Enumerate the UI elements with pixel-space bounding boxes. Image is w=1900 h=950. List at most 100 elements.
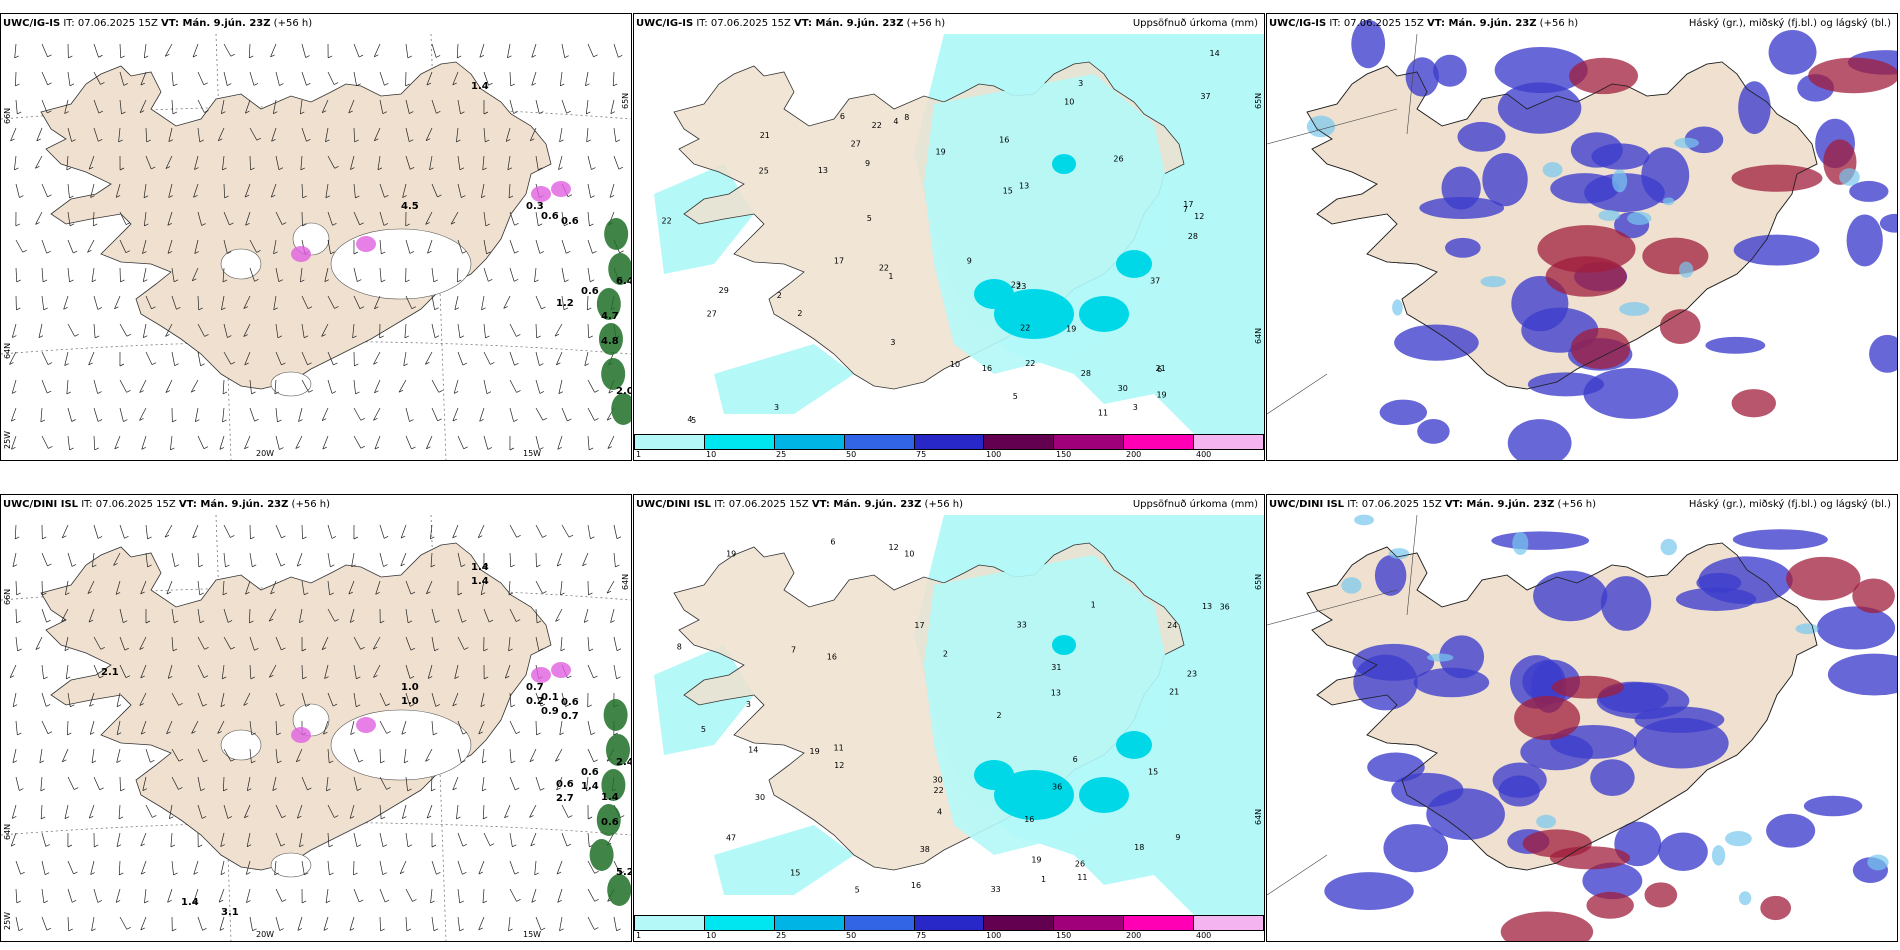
- colorbar-swatch: [774, 435, 845, 449]
- precip-value: 33: [991, 885, 1001, 894]
- cloud-low: [1711, 845, 1726, 866]
- precip-value: 2: [943, 649, 948, 658]
- colorbar-swatch: [1054, 435, 1125, 449]
- colorbar-swatch: [844, 916, 915, 930]
- colorbar-swatch: [844, 435, 915, 449]
- latitude-label-right: 65N: [621, 92, 630, 109]
- precip-value: 6: [1073, 755, 1078, 764]
- precip-value: 1.0: [401, 696, 419, 707]
- precip-value: 2: [777, 291, 782, 300]
- valid-time: VT: Mán. 9.jún. 23Z: [794, 18, 904, 29]
- precip-area-heavy: [1079, 296, 1129, 332]
- cloud-mid: [1491, 531, 1590, 550]
- precip-value: 0.7: [561, 711, 579, 722]
- latitude-label-right: 65N: [1254, 92, 1263, 109]
- precip-blob: [598, 323, 623, 355]
- precip-blob: [596, 288, 621, 320]
- precip-value: 16: [982, 364, 992, 373]
- precip-blob: [604, 218, 629, 250]
- precip-area-heavy: [994, 289, 1074, 339]
- cloud-low: [1839, 168, 1860, 186]
- precip-value: 21: [1169, 687, 1179, 696]
- cloud-mid: [1869, 334, 1897, 373]
- precip-value: 26: [1075, 859, 1085, 868]
- cloud-high: [1760, 895, 1792, 921]
- cloud-mid: [1879, 213, 1897, 233]
- cloud-mid: [1482, 152, 1528, 207]
- cloud-low: [1427, 653, 1454, 662]
- cloud-mid: [1584, 173, 1665, 213]
- precip-value: 17: [1183, 200, 1193, 209]
- precip-value: 19: [936, 147, 946, 156]
- panel-title: UWC/IG-IS IT: 07.06.2025 15Z VT: Mán. 9.…: [3, 18, 312, 29]
- cloud-low: [1674, 137, 1699, 149]
- cloud-low: [1660, 538, 1677, 556]
- precip-value: 2.4: [616, 757, 631, 768]
- colorbar-tick-label: 100: [986, 450, 1002, 459]
- valid-time: VT: Mán. 9.jún. 23Z: [811, 499, 922, 510]
- valid-time: VT: Mán. 9.jún. 23Z: [161, 18, 271, 29]
- precip-value: 1: [888, 272, 893, 281]
- valid-time: VT: Mán. 9.jún. 23Z: [1444, 499, 1555, 510]
- precip-value: 4.8: [601, 336, 619, 347]
- init-time: IT: 07.06.2025 15Z: [78, 499, 179, 510]
- colorbar-swatch: [914, 916, 985, 930]
- precip-value: 1.4: [581, 781, 599, 792]
- precip-value: 27: [851, 140, 861, 149]
- precip-value: 2: [997, 711, 1002, 720]
- precip-value: 15: [1003, 186, 1013, 195]
- precip-value: 9: [967, 257, 972, 266]
- cloud-high: [1570, 327, 1631, 370]
- precip-value: 2.0: [616, 386, 631, 397]
- model-name: UWC/IG-IS: [636, 18, 694, 29]
- precip-value: 1.4: [181, 897, 199, 908]
- precip-value: 26: [1113, 155, 1123, 164]
- precip-value: 11: [834, 743, 844, 752]
- precip-area-heavy: [994, 770, 1074, 820]
- precip-value: 19: [1031, 855, 1041, 864]
- precip-value: 30: [1118, 384, 1128, 393]
- colorbar-tick-label: 150: [1056, 931, 1072, 940]
- precip-value: 8: [677, 642, 682, 651]
- precip-blob-magenta: [291, 246, 311, 262]
- cloud-mid: [1533, 570, 1608, 622]
- glacier-vatnajokull: [330, 228, 472, 300]
- cloud-low: [1678, 261, 1694, 278]
- precip-value: 5: [867, 214, 872, 223]
- precip-value: 38: [920, 845, 930, 854]
- precip-value: 36: [1052, 782, 1062, 791]
- precip-value: 19: [1066, 325, 1076, 334]
- cloud-high: [1537, 225, 1636, 273]
- cloud-high: [1551, 675, 1624, 699]
- precip-value: 28: [1188, 232, 1198, 241]
- panel-title: UWC/DINI ISL IT: 07.06.2025 15Z VT: Mán.…: [1269, 499, 1596, 510]
- precip-value: 0.1: [541, 692, 559, 703]
- precip-blob: [611, 393, 631, 425]
- panel-precip-dini: 3 6 2 1 4 36 17 24 16 33 18 15 30 19 13 22 36 47 23 19 21 19 1…: [633, 494, 1265, 942]
- precip-value: 10: [904, 550, 914, 559]
- precip-value: 10: [1064, 97, 1074, 106]
- precip-value: 11: [1077, 873, 1087, 882]
- precip-value: 10: [950, 360, 960, 369]
- precip-value: 22: [934, 786, 944, 795]
- precip-blob-magenta: [551, 662, 571, 678]
- precip-value: 12: [889, 543, 899, 552]
- glacier: [220, 729, 262, 761]
- latitude-label: 66N: [3, 588, 12, 605]
- precip-value: 12: [1194, 212, 1204, 221]
- precip-area: [714, 344, 854, 414]
- precip-blob-magenta: [356, 717, 376, 733]
- cloud-high: [1500, 911, 1594, 941]
- precip-value: 3: [890, 338, 895, 347]
- precip-value: 22: [1025, 359, 1035, 368]
- precip-value: 2.1: [101, 667, 119, 678]
- cloud-high: [1731, 164, 1823, 192]
- latitude-label-right: 64N: [1254, 808, 1263, 825]
- precip-value: 1.0: [401, 682, 419, 693]
- lead-time: (+56 h): [288, 499, 330, 510]
- cloud-mid: [1600, 576, 1652, 631]
- precip-blob: [596, 804, 621, 836]
- latitude-label-right: 65N: [1254, 573, 1263, 590]
- latitude-label: 64N: [3, 342, 12, 359]
- colorbar-swatch: [635, 435, 705, 449]
